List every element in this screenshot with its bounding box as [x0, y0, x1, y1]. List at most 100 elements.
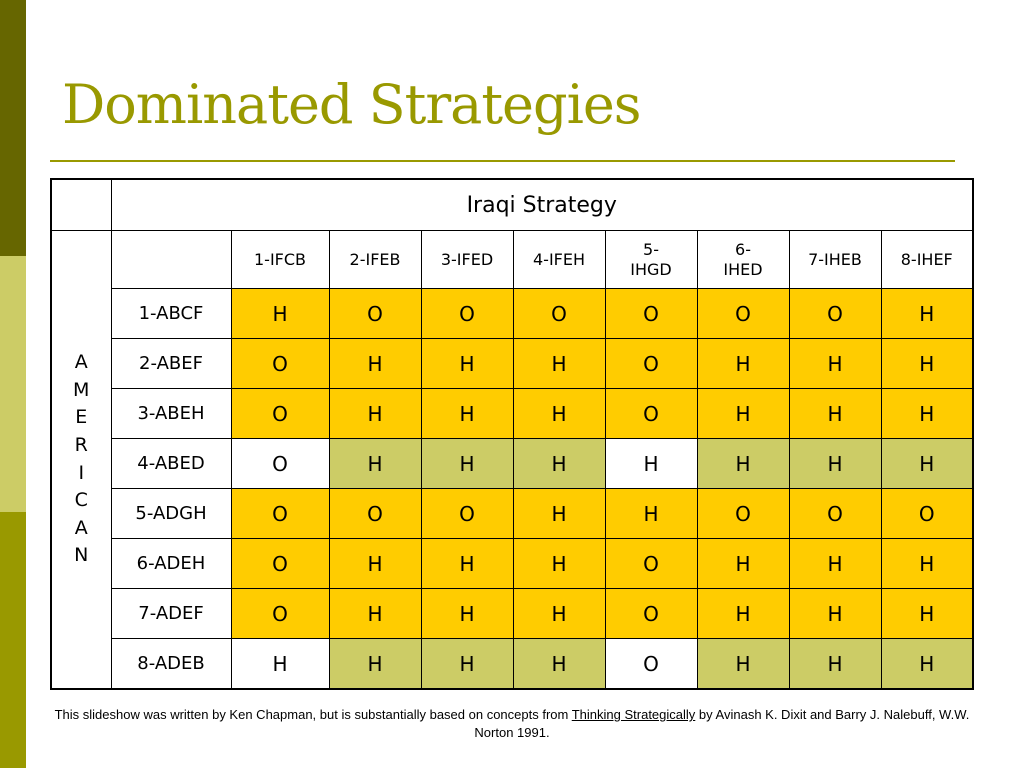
column-header: 1-IFCB [230, 230, 330, 289]
outcome-cell: H [512, 588, 606, 639]
outcome-cell: H [512, 638, 606, 690]
outcome-cell: O [880, 488, 974, 539]
title-rule [50, 160, 955, 162]
outcome-cell: H [512, 438, 606, 489]
outcome-cell: H [328, 538, 422, 589]
outcome-cell: O [788, 488, 882, 539]
row-group-letter: A [74, 351, 88, 374]
outcome-cell: O [230, 388, 330, 439]
book-title-link[interactable]: Thinking Strategically [571, 707, 696, 722]
outcome-cell: O [230, 488, 330, 539]
footer-text-before: This slideshow was written by Ken Chapma… [54, 707, 572, 722]
outcome-cell: H [230, 638, 330, 690]
column-header: 4-IFEH [512, 230, 606, 289]
column-header-line-1: 7-IHEB [808, 249, 862, 269]
outcome-cell: H [788, 538, 882, 589]
outcome-cell: H [696, 638, 790, 690]
outcome-cell: O [604, 338, 698, 389]
column-header: 2-IFEB [328, 230, 422, 289]
column-header-line-1: 1-IFCB [253, 249, 307, 269]
side-bar-light [0, 256, 26, 512]
row-group-letter: N [74, 544, 89, 567]
outcome-cell: H [420, 538, 514, 589]
outcome-cell: O [512, 288, 606, 339]
row-header: 2-ABEF [110, 338, 232, 389]
table-row: 6-ADEH O H H H O H H H [51, 538, 974, 589]
column-header: 7-IHEB [788, 230, 882, 289]
column-header: 6- IHED [696, 230, 790, 289]
outcome-cell: H [696, 588, 790, 639]
table-row: 3-ABEH O H H H O H H H [51, 388, 974, 439]
outcome-cell: H [420, 388, 514, 439]
side-bar-dark [0, 0, 26, 256]
outcome-cell: H [420, 438, 514, 489]
outcome-cell: O [604, 638, 698, 690]
outcome-cell: O [420, 288, 514, 339]
credit-footer: This slideshow was written by Ken Chapma… [50, 706, 974, 742]
row-header: 7-ADEF [110, 588, 232, 639]
column-group-header: Iraqi Strategy [110, 178, 974, 231]
row-group-letter: E [75, 406, 88, 429]
outcome-cell: H [512, 388, 606, 439]
column-header-line-1: 8-IHEF [900, 249, 953, 269]
outcome-cell: H [696, 438, 790, 489]
outcome-cell: O [230, 588, 330, 639]
slide-title: Dominated Strategies [62, 73, 642, 136]
outcome-cell: O [788, 288, 882, 339]
row-group-letter: M [73, 378, 90, 401]
outcome-cell: O [604, 588, 698, 639]
outcome-cell: H [880, 288, 974, 339]
column-header-line-1: 2-IFEB [349, 249, 401, 269]
outcome-cell: O [328, 488, 422, 539]
row-group-letter: C [74, 489, 88, 512]
row-group-letter: R [74, 433, 88, 456]
column-header: 5- IHGD [604, 230, 698, 289]
outcome-cell: O [230, 438, 330, 489]
table-row: 5-ADGH O O O H H O O O [51, 488, 974, 539]
table-row: 4-ABED O H H H H H H H [51, 438, 974, 489]
outcome-cell: H [420, 338, 514, 389]
column-header-line-2: IHED [723, 259, 763, 279]
outcome-cell: H [328, 438, 422, 489]
column-header: 3-IFED [420, 230, 514, 289]
table-row: 8-ADEB H H H H O H H H [51, 638, 974, 690]
outcome-cell: H [880, 438, 974, 489]
outcome-cell: O [604, 288, 698, 339]
outcome-cell: H [696, 538, 790, 589]
row-header: 5-ADGH [110, 488, 232, 539]
outcome-cell: H [880, 338, 974, 389]
outcome-cell: O [604, 388, 698, 439]
column-header-line-1: 6- [735, 239, 751, 259]
row-header: 8-ADEB [110, 638, 232, 690]
row-header: 3-ABEH [110, 388, 232, 439]
outcome-cell: H [512, 538, 606, 589]
outcome-cell: H [788, 438, 882, 489]
outcome-cell: H [880, 538, 974, 589]
outcome-cell: H [230, 288, 330, 339]
outcome-cell: H [328, 338, 422, 389]
column-header-line-2: IHGD [630, 259, 672, 279]
outcome-cell: H [328, 588, 422, 639]
outcome-cell: H [604, 488, 698, 539]
row-header: 4-ABED [110, 438, 232, 489]
outcome-cell: H [420, 638, 514, 690]
outcome-cell: H [420, 588, 514, 639]
outcome-cell: H [696, 338, 790, 389]
outcome-cell: H [880, 388, 974, 439]
outcome-cell: H [696, 388, 790, 439]
column-header-line-1: 4-IFEH [532, 249, 585, 269]
outcome-cell: H [880, 638, 974, 690]
outcome-cell: H [604, 438, 698, 489]
outcome-cell: H [880, 588, 974, 639]
outcome-cell: H [512, 488, 606, 539]
column-header: 8-IHEF [880, 230, 974, 289]
outcome-cell: H [788, 638, 882, 690]
outcome-cell: H [788, 388, 882, 439]
row-group-letter: I [78, 461, 85, 484]
column-header-line-1: 5- [643, 239, 659, 259]
row-header: 6-ADEH [110, 538, 232, 589]
outcome-cell: O [696, 488, 790, 539]
table-row: 2-ABEF O H H H O H H H [51, 338, 974, 389]
